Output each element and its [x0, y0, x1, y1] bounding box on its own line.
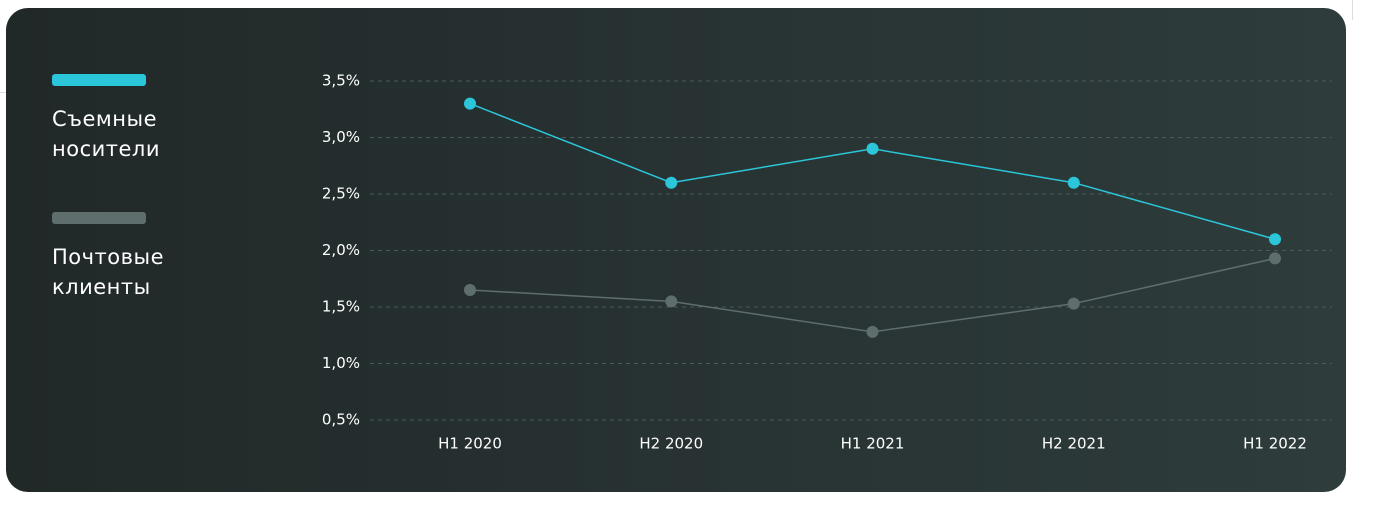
decoration [1352, 0, 1353, 20]
data-point [866, 142, 879, 155]
legend-item: Почтовые клиенты [52, 212, 212, 302]
x-tick-label: H1 2022 [1243, 435, 1307, 453]
legend-label: Съемные носители [52, 107, 160, 161]
data-point [866, 325, 879, 338]
data-point [464, 284, 476, 297]
legend-swatch [52, 74, 146, 86]
chart: 0,5% 1,0% 1,5% 2,0% 2,5% 3,0% 3,5% H1 2020 H2 20… [322, 72, 1332, 453]
legend-label: Почтовые клиенты [52, 245, 165, 299]
y-tick-label: 2,0% [322, 241, 360, 259]
legend-item: Съемные носители [52, 74, 212, 164]
data-point [464, 97, 476, 110]
chart-card: Съемные носители Почтовые клиенты 0,5% 1,0… [6, 8, 1346, 492]
x-tick-label: H2 2020 [639, 435, 703, 453]
legend-swatch [52, 212, 146, 224]
y-tick-label: 1,5% [322, 298, 360, 316]
data-point [1269, 233, 1281, 246]
data-point [665, 176, 678, 189]
x-tick-label: H2 2021 [1042, 435, 1106, 453]
x-tick-label: H1 2020 [438, 435, 502, 453]
series-line [469, 257, 1276, 333]
y-tick-label: 0,5% [322, 411, 360, 429]
data-point [1269, 252, 1281, 265]
y-tick-label: 3,5% [322, 72, 360, 90]
series-line [469, 102, 1276, 240]
x-tick-label: H1 2021 [841, 435, 905, 453]
data-point [665, 295, 678, 308]
y-tick-label: 3,0% [322, 128, 360, 146]
decoration [0, 92, 10, 93]
y-tick-label: 2,5% [322, 185, 360, 203]
data-point [1067, 176, 1080, 189]
y-tick-label: 1,0% [322, 354, 360, 372]
data-point [1067, 297, 1080, 310]
